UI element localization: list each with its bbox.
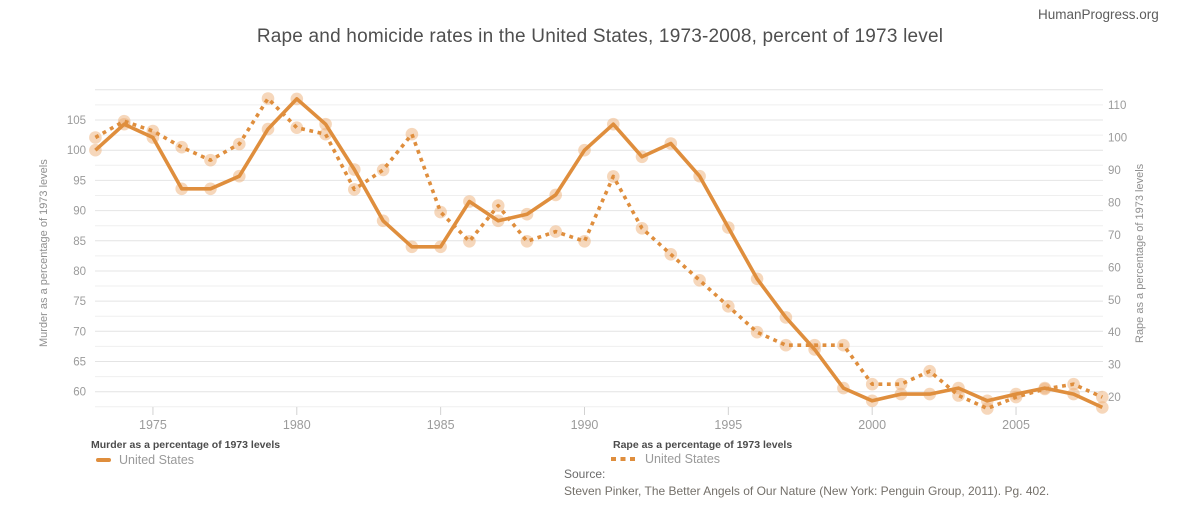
source-label: Source: [564, 467, 606, 481]
legend-label-murder: United States [119, 453, 195, 467]
right-axis-tick-label: 80 [1108, 197, 1121, 209]
left-axis-title: Murder as a percentage of 1973 levels [38, 159, 50, 347]
x-axis-tick-label: 2000 [858, 418, 886, 432]
left-axis-tick-label: 65 [73, 357, 86, 369]
right-axis-tick-label: 110 [1108, 100, 1126, 112]
data-point-marker [175, 140, 188, 154]
right-axis-tick-label: 50 [1108, 295, 1121, 307]
right-axis-tick-label: 90 [1108, 165, 1121, 177]
data-point-marker [1096, 390, 1109, 404]
right-axis-tick-label: 20 [1108, 392, 1121, 404]
data-point-marker [290, 121, 304, 134]
legend-item-murder: United States [96, 453, 194, 467]
legend-title-rape: Rape as a percentage of 1973 levels [613, 439, 793, 451]
left-axis-tick-label: 90 [73, 206, 86, 218]
dotted-line-swatch [611, 456, 637, 462]
data-point-marker [405, 127, 419, 141]
left-axis-tick-label: 60 [73, 387, 86, 399]
left-axis-tick-label: 95 [73, 175, 86, 187]
source-citation: Steven Pinker, The Better Angels of Our … [564, 484, 1050, 498]
left-axis-tick-label: 75 [73, 296, 86, 308]
x-axis-tick-label: 1990 [571, 418, 599, 432]
x-axis-tick-label: 1985 [427, 418, 455, 432]
left-axis-tick-label: 80 [73, 266, 86, 278]
solid-series-line [94, 97, 1104, 410]
x-axis-tick-label: 2005 [1002, 418, 1030, 432]
x-axis-tick-label: 1975 [139, 418, 167, 432]
right-axis-tick-label: 70 [1108, 230, 1121, 242]
right-axis-tick-label: 60 [1108, 262, 1121, 274]
right-axis-tick-label: 100 [1108, 133, 1127, 145]
chart-title: Rape and homicide rates in the United St… [256, 26, 944, 47]
right-axis-tick-label: 30 [1108, 360, 1121, 372]
legend-item-rape: United States [611, 452, 720, 466]
right-axis-title: Rape as a percentage of 1973 levels [1134, 163, 1146, 343]
left-axis-tick-label: 70 [73, 326, 86, 338]
left-axis-tick-label: 100 [67, 145, 86, 157]
x-axis-tick-label: 1995 [714, 418, 742, 432]
humanprogress-watermark: HumanProgress.org [1038, 7, 1159, 22]
legend-title-murder: Murder as a percentage of 1973 levels [91, 439, 281, 451]
dotted-series-line [94, 96, 1104, 411]
x-axis-tick-label: 1980 [283, 418, 311, 432]
right-axis-tick-label: 40 [1108, 327, 1121, 339]
source-block: Source: Steven Pinker, The Better Angels… [564, 467, 1049, 498]
legend-label-rape: United States [645, 452, 721, 466]
left-axis-tick-label: 85 [73, 236, 86, 248]
solid-line-swatch [96, 458, 111, 462]
left-axis-tick-label: 105 [67, 115, 86, 127]
data-point-marker [89, 131, 102, 144]
